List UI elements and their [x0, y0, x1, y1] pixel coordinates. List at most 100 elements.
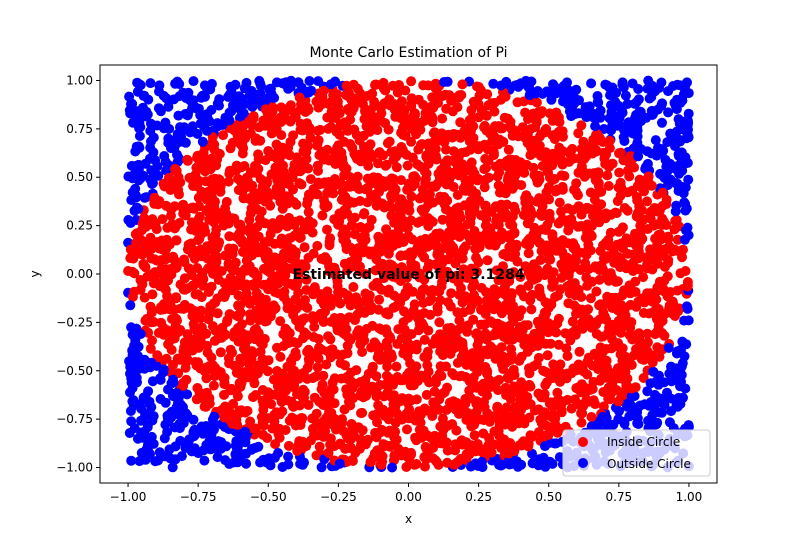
point-outside	[174, 79, 185, 89]
point-inside	[399, 106, 410, 117]
point-outside	[174, 423, 185, 434]
point-outside	[675, 135, 685, 145]
point-inside	[322, 255, 333, 265]
point-outside	[584, 101, 595, 112]
point-outside	[207, 414, 218, 425]
point-outside	[613, 414, 624, 425]
point-inside	[360, 184, 371, 195]
point-inside	[378, 439, 389, 450]
point-inside	[496, 227, 507, 238]
point-inside	[482, 366, 493, 377]
point-inside	[383, 427, 394, 438]
point-outside	[258, 454, 269, 465]
point-inside	[535, 255, 546, 265]
point-inside	[527, 209, 538, 220]
point-outside	[131, 141, 142, 152]
point-inside	[656, 328, 667, 339]
point-inside	[228, 243, 239, 254]
point-inside	[371, 371, 382, 382]
point-inside	[422, 346, 433, 357]
point-inside	[479, 164, 490, 175]
point-inside	[180, 362, 191, 373]
point-outside	[181, 412, 192, 423]
point-inside	[496, 442, 507, 453]
point-outside	[623, 117, 634, 128]
point-inside	[669, 224, 680, 235]
point-inside	[499, 434, 510, 445]
point-outside	[626, 391, 637, 402]
point-inside	[318, 317, 329, 327]
point-inside	[539, 430, 550, 441]
point-inside	[345, 139, 356, 149]
point-outside	[128, 117, 138, 128]
point-inside	[462, 272, 472, 283]
point-outside	[663, 342, 674, 353]
point-outside	[175, 399, 186, 410]
point-inside	[492, 171, 503, 182]
point-inside	[244, 215, 255, 225]
point-inside	[236, 319, 247, 330]
point-outside	[239, 83, 250, 94]
point-inside	[489, 106, 500, 117]
point-inside	[573, 221, 583, 232]
point-inside	[332, 89, 343, 100]
point-inside	[440, 89, 451, 100]
point-inside	[434, 394, 445, 405]
point-outside	[642, 386, 653, 397]
x-tick-label: 0.75	[605, 490, 632, 504]
point-inside	[284, 150, 295, 161]
point-inside	[416, 235, 427, 246]
point-outside	[124, 356, 135, 367]
point-inside	[661, 194, 672, 205]
point-inside	[249, 266, 260, 277]
point-inside	[191, 162, 202, 173]
point-inside	[348, 282, 359, 292]
point-inside	[362, 197, 373, 208]
point-outside	[136, 403, 147, 414]
x-tick-label: −0.50	[250, 490, 287, 504]
point-inside	[634, 264, 645, 275]
point-outside	[627, 78, 638, 89]
x-tick-label: −0.25	[320, 490, 357, 504]
point-inside	[576, 417, 587, 428]
point-outside	[136, 415, 146, 426]
point-inside	[631, 344, 641, 355]
point-inside	[291, 279, 302, 290]
point-outside	[161, 165, 172, 176]
point-inside	[386, 349, 397, 360]
point-inside	[496, 342, 507, 353]
point-inside	[622, 187, 633, 198]
point-inside	[311, 371, 322, 382]
point-inside	[171, 293, 182, 304]
point-outside	[159, 433, 170, 444]
point-outside	[683, 315, 694, 326]
point-outside	[666, 393, 676, 404]
point-inside	[283, 440, 294, 451]
point-outside	[590, 121, 601, 132]
point-inside	[345, 114, 356, 125]
point-outside	[160, 156, 171, 167]
point-inside	[386, 210, 397, 221]
point-inside	[246, 116, 257, 127]
point-inside	[408, 109, 419, 120]
point-inside	[573, 128, 584, 139]
point-inside	[366, 214, 377, 225]
point-outside	[657, 98, 668, 109]
point-outside	[148, 438, 159, 449]
point-inside	[667, 246, 678, 257]
point-outside	[650, 135, 661, 146]
point-outside	[676, 362, 687, 373]
point-inside	[153, 327, 164, 338]
point-inside	[171, 235, 182, 246]
point-outside	[189, 443, 200, 454]
point-inside	[592, 129, 603, 140]
point-inside	[513, 418, 524, 429]
point-inside	[576, 209, 587, 220]
point-inside	[401, 462, 412, 472]
point-inside	[253, 154, 264, 165]
point-inside	[419, 274, 430, 285]
point-inside	[585, 187, 596, 198]
point-outside	[632, 407, 643, 418]
point-inside	[445, 206, 455, 217]
point-inside	[503, 144, 514, 155]
